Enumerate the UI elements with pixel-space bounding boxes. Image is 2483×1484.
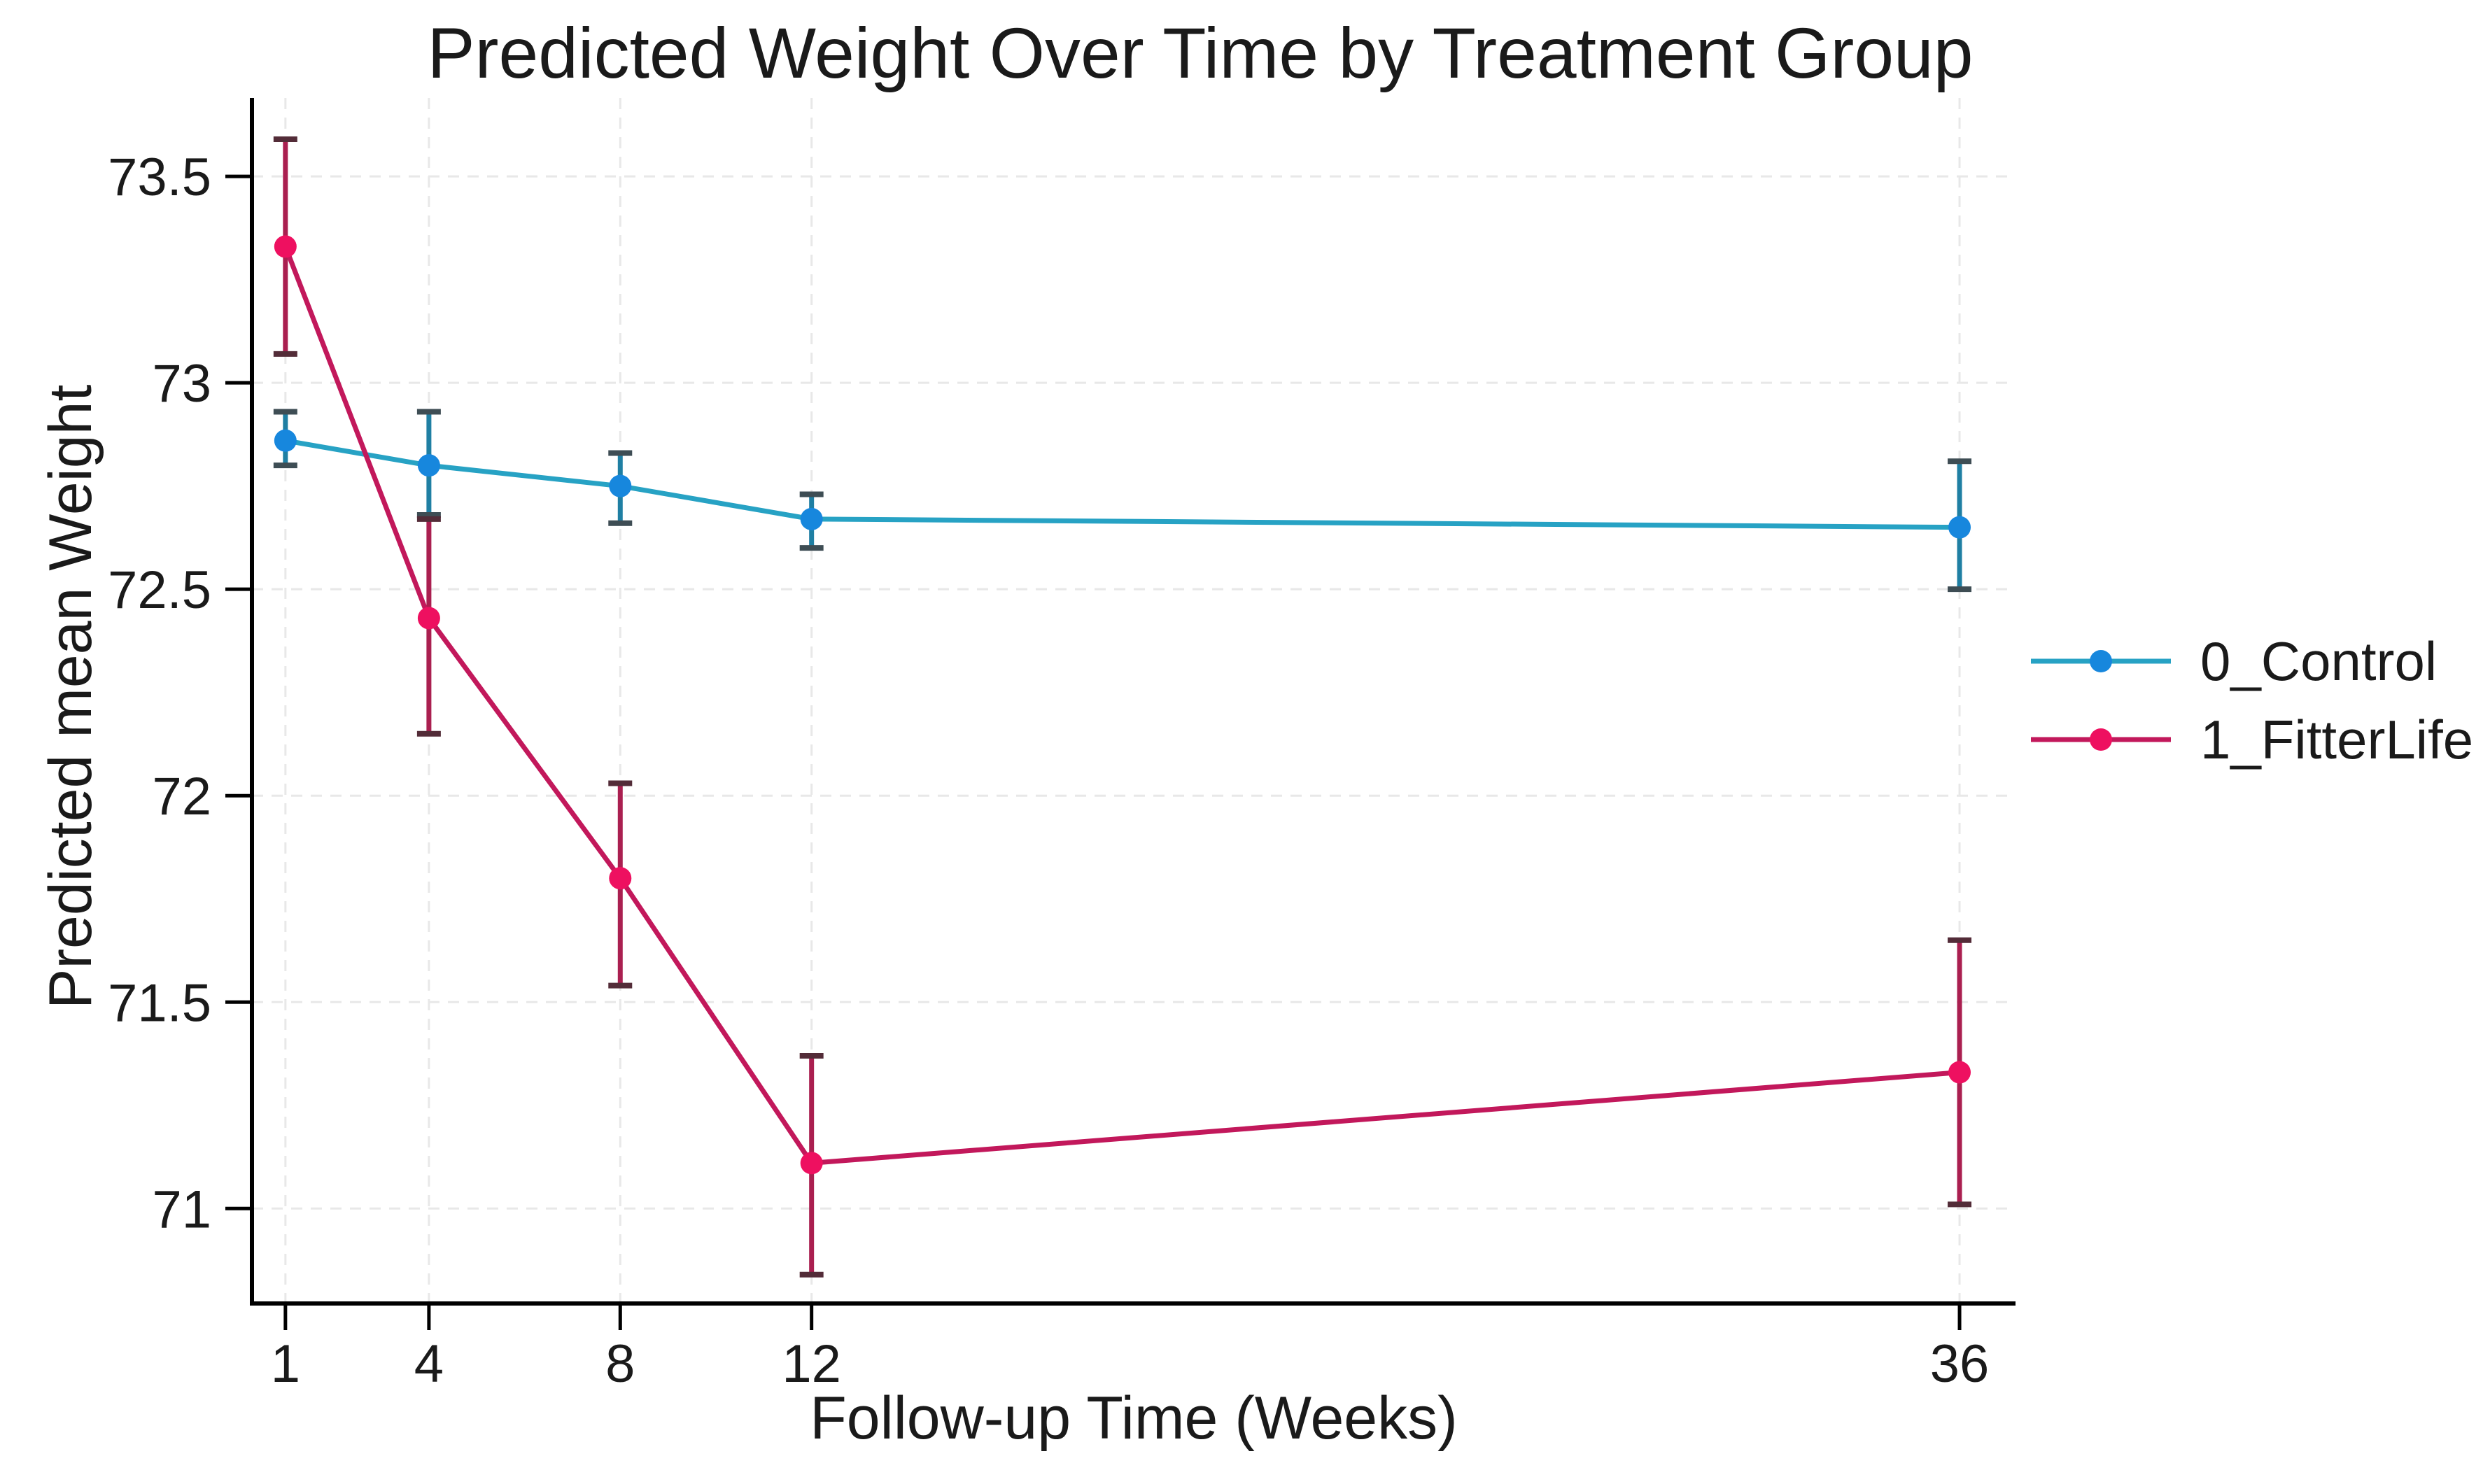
data-point-marker bbox=[274, 429, 297, 452]
data-point-marker bbox=[609, 867, 632, 890]
data-point-marker bbox=[274, 235, 297, 258]
series-line-1_fitterlife bbox=[283, 246, 1960, 1166]
series-line-0_control bbox=[285, 438, 1960, 530]
data-point-marker bbox=[609, 474, 632, 497]
legend-swatch bbox=[2031, 728, 2171, 751]
legend-swatch-marker bbox=[2090, 650, 2112, 672]
y-tick-label: 72 bbox=[152, 767, 211, 826]
x-tick-label: 12 bbox=[782, 1334, 841, 1394]
data-point-marker bbox=[800, 1152, 823, 1175]
legend: 0_Control 1_FitterLife bbox=[2031, 630, 2473, 770]
y-tick-label: 73.5 bbox=[108, 148, 211, 207]
legend-swatch bbox=[2031, 650, 2171, 672]
data-point-marker bbox=[1948, 516, 1971, 539]
x-tick-label: 8 bbox=[605, 1334, 635, 1394]
legend-item-1_fitterlife: 1_FitterLife bbox=[2031, 709, 2473, 770]
chart-title: Predicted Weight Over Time by Treatment … bbox=[427, 13, 1974, 93]
x-tick-label: 36 bbox=[1930, 1334, 1990, 1394]
legend-label: 0_Control bbox=[2200, 630, 2438, 692]
legend-swatch-marker bbox=[2090, 728, 2112, 751]
data-point-marker bbox=[417, 454, 440, 477]
data-point-marker bbox=[417, 607, 440, 630]
y-tick-label: 71.5 bbox=[108, 973, 211, 1033]
legend-item-0_control: 0_Control bbox=[2031, 630, 2473, 692]
y-tick-label: 72.5 bbox=[108, 560, 211, 620]
legend-label: 1_FitterLife bbox=[2200, 708, 2474, 770]
y-tick-label: 71 bbox=[152, 1180, 211, 1239]
x-tick-label: 4 bbox=[414, 1334, 444, 1394]
x-axis-title: Follow-up Time (Weeks) bbox=[810, 1385, 1458, 1452]
x-tick-label: 1 bbox=[271, 1334, 300, 1394]
data-point-marker bbox=[800, 507, 823, 530]
data-point-marker bbox=[1948, 1061, 1971, 1084]
y-tick-label: 73 bbox=[152, 354, 211, 414]
